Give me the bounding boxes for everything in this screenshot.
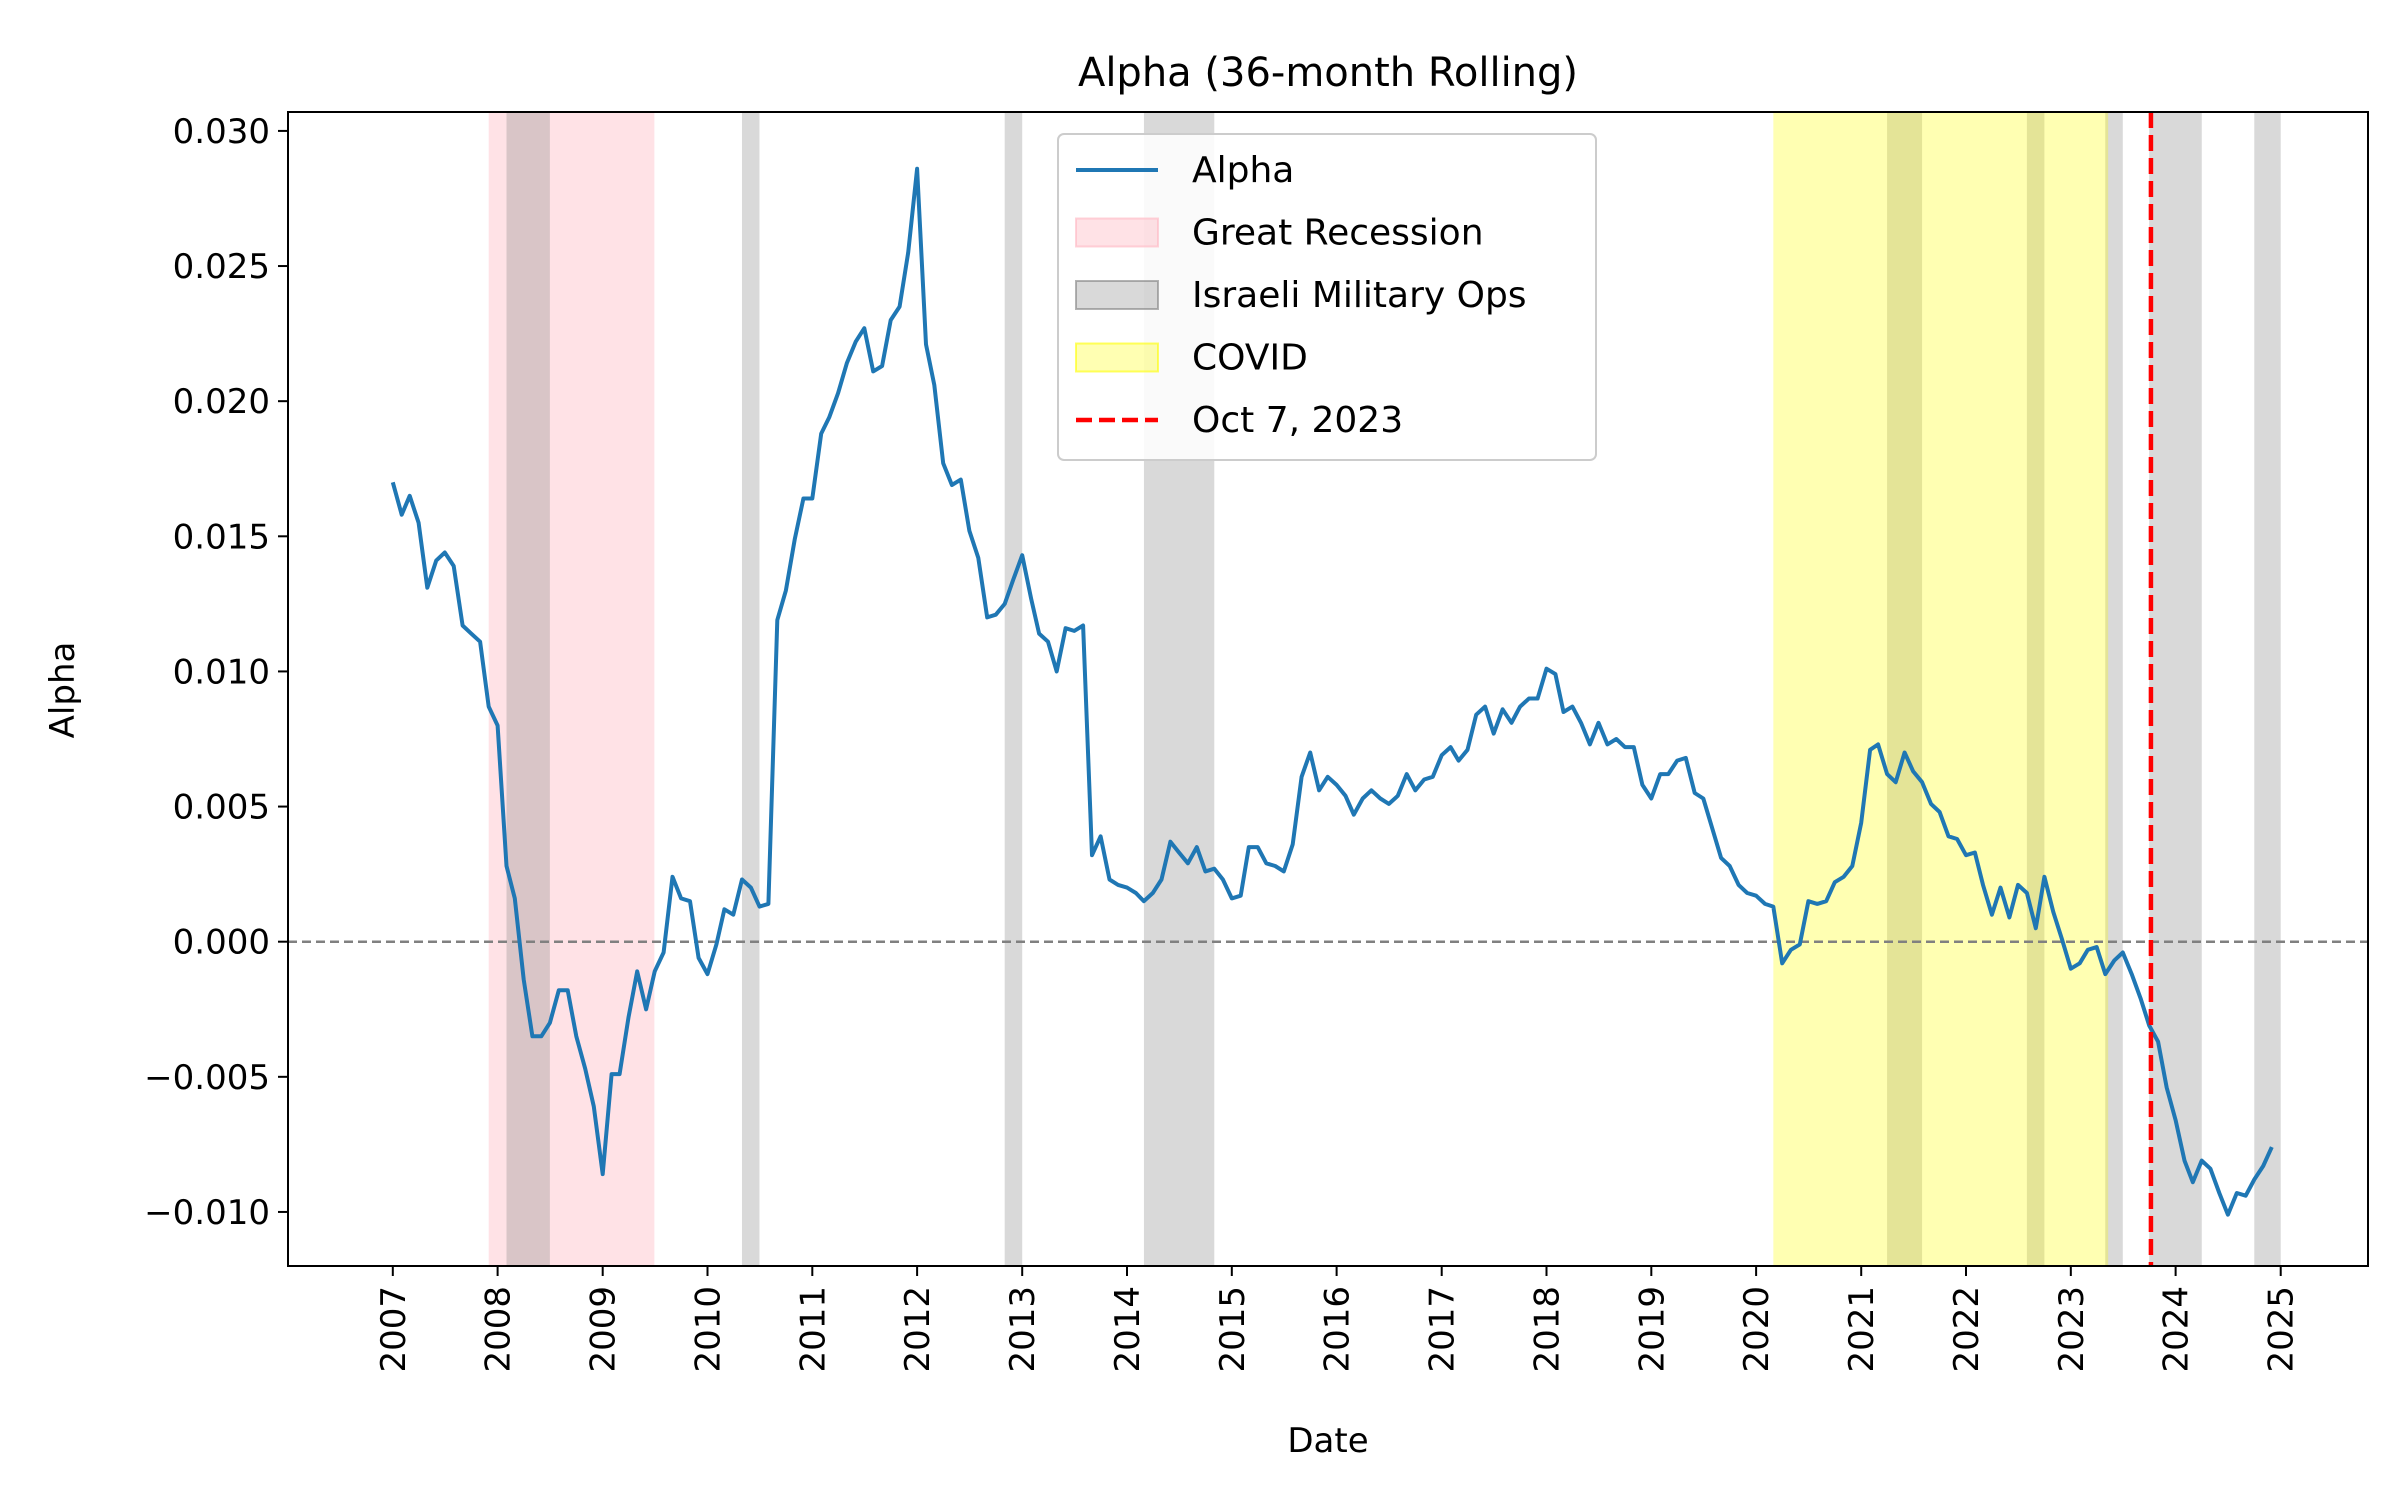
y-axis-title: Alpha	[43, 642, 83, 739]
x-tick-label-2021: 2021	[1842, 1286, 1882, 1373]
y-tick-label-0: 0.030	[173, 112, 270, 152]
shade-israeli-military-ops-5	[2026, 112, 2045, 1266]
shade-israeli-military-ops-2	[1004, 112, 1023, 1266]
x-tick-label-2017: 2017	[1423, 1286, 1463, 1373]
y-tick-label-5: 0.005	[173, 788, 270, 828]
x-tick-label-2024: 2024	[2157, 1286, 2197, 1373]
legend-swatch-covid	[1075, 342, 1159, 373]
legend-label-great-recession: Great Recession	[1192, 213, 1484, 254]
y-tick-label-4: 0.010	[173, 652, 270, 692]
legend-label-israeli-military-ops: Israeli Military Ops	[1192, 275, 1527, 316]
shade-israeli-military-ops-1	[741, 112, 760, 1266]
x-tick-label-2007: 2007	[374, 1286, 414, 1373]
x-axis: 2007 2008 2009 2010 2011 2012 2013 2014 2015 2016…	[374, 1266, 2302, 1373]
shade-israeli-military-ops-6	[2105, 112, 2123, 1266]
x-tick-label-2014: 2014	[1108, 1286, 1148, 1373]
legend-swatch-great-recession	[1075, 217, 1159, 248]
y-tick-label-8: −0.010	[144, 1193, 270, 1233]
x-tick-label-2018: 2018	[1528, 1286, 1568, 1373]
x-tick-label-2008: 2008	[479, 1286, 519, 1373]
x-tick-label-2010: 2010	[689, 1286, 729, 1373]
shade-israeli-military-ops-8	[2254, 112, 2281, 1266]
x-tick-label-2022: 2022	[1947, 1286, 1987, 1373]
chart-title: Alpha (36-month Rolling)	[1078, 50, 1578, 96]
y-tick-label-1: 0.025	[173, 247, 270, 287]
x-tick-label-2011: 2011	[793, 1286, 833, 1373]
x-tick-label-2019: 2019	[1632, 1286, 1672, 1373]
y-axis: 0.030 0.025 0.020 0.015 0.010 0.005 0.000 −0.00…	[144, 112, 288, 1233]
y-tick-label-3: 0.015	[173, 517, 270, 557]
shade-israeli-military-ops-7	[2149, 112, 2202, 1266]
x-tick-label-2016: 2016	[1318, 1286, 1358, 1373]
x-tick-label-2012: 2012	[898, 1286, 938, 1373]
legend-swatch-israeli-military-ops	[1075, 280, 1159, 310]
x-tick-label-2020: 2020	[1737, 1286, 1777, 1373]
x-tick-label-2025: 2025	[2262, 1286, 2302, 1373]
y-tick-label-6: 0.000	[173, 923, 270, 963]
x-tick-label-2009: 2009	[584, 1286, 624, 1373]
shade-israeli-military-ops-4	[1887, 112, 1923, 1266]
x-axis-title: Date	[1287, 1421, 1368, 1461]
legend-label-covid: COVID	[1192, 338, 1308, 379]
legend: Alpha Great Recession Israeli Military Ops…	[1057, 133, 1597, 461]
shade-israeli-military-ops-0	[506, 112, 550, 1266]
legend-label-alpha: Alpha	[1192, 150, 1294, 191]
x-tick-label-2013: 2013	[1003, 1286, 1043, 1373]
shade-covid-0	[1773, 112, 2109, 1266]
y-tick-label-7: −0.005	[144, 1058, 270, 1098]
y-tick-label-2: 0.020	[173, 382, 270, 422]
x-tick-label-2015: 2015	[1213, 1286, 1253, 1373]
shade-great-recession-0	[488, 112, 655, 1266]
legend-box	[1057, 133, 1597, 461]
alpha-series	[390, 166, 2274, 1217]
legend-label-oct-7-2023: Oct 7, 2023	[1192, 400, 1403, 441]
series-line-0	[390, 166, 2274, 1217]
plot-frame	[287, 111, 2369, 1267]
x-tick-label-2023: 2023	[2052, 1286, 2092, 1373]
